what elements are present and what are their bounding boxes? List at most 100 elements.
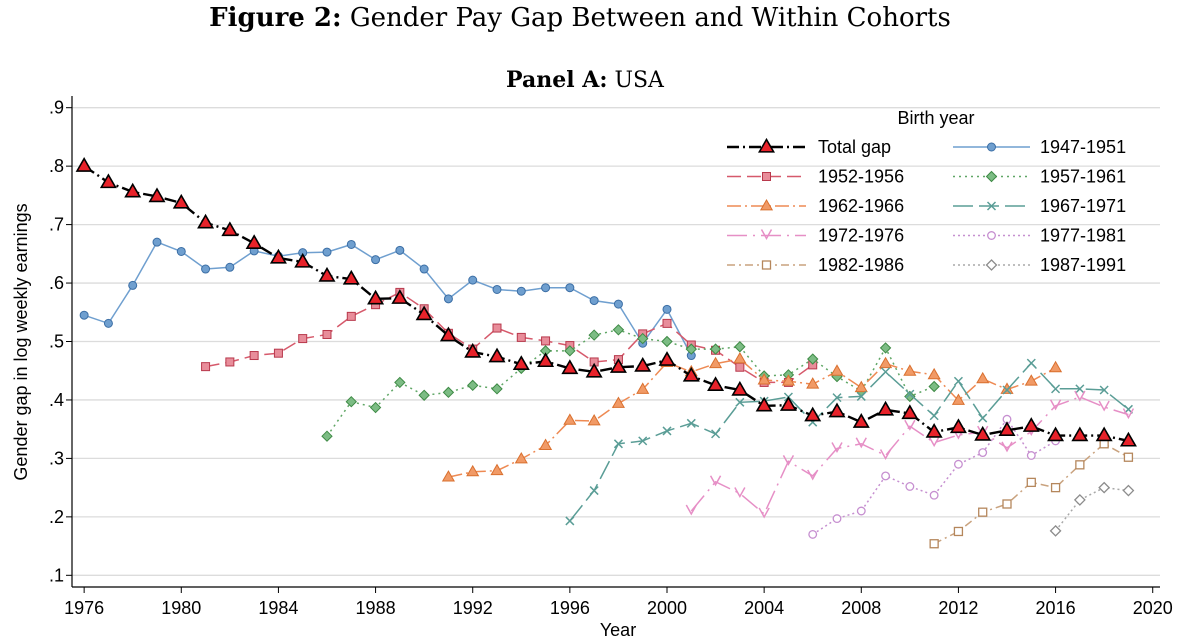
point-1972-1976: [1001, 441, 1013, 453]
point-1967-1971: [1002, 385, 1012, 395]
point-1962-1966: [709, 356, 723, 369]
point-1952-1956: [298, 334, 308, 344]
point-1967-1971: [953, 376, 963, 386]
point-1952-1956: [662, 318, 672, 328]
point-1972-1976: [1122, 408, 1135, 420]
legend-label-1987-1991: 1987-1991: [1040, 255, 1126, 275]
point-total-gap: [439, 326, 457, 342]
point-total-gap: [1071, 426, 1089, 442]
legend-marker-1972-1976: [760, 229, 773, 241]
point-1947-1951: [322, 247, 332, 257]
point-1952-1956: [541, 336, 551, 346]
point-total-gap: [901, 404, 919, 420]
point-1957-1961: [879, 342, 892, 354]
point-1967-1971: [613, 439, 623, 449]
point-total-gap: [634, 356, 652, 372]
point-1972-1976: [831, 442, 843, 454]
point-1962-1966: [781, 374, 795, 386]
series-1967-1971: [565, 358, 1133, 526]
point-1967-1971: [686, 418, 696, 428]
point-1967-1971: [1051, 384, 1061, 394]
point-1967-1971: [638, 436, 648, 446]
point-1962-1966: [951, 393, 965, 405]
point-1952-1956: [249, 351, 259, 361]
point-1962-1966: [539, 438, 553, 450]
point-1947-1951: [468, 275, 478, 285]
point-1972-1976: [1049, 399, 1062, 411]
point-1977-1981: [808, 529, 818, 539]
point-1967-1971: [832, 393, 842, 403]
point-total-gap: [367, 289, 385, 305]
point-1972-1976: [685, 504, 697, 516]
point-1982-1986: [1002, 499, 1012, 509]
point-1967-1971: [856, 391, 866, 401]
point-1962-1966: [514, 451, 528, 464]
legend-label-1947-1951: 1947-1951: [1040, 137, 1126, 157]
series-1987-1991: [1049, 481, 1135, 537]
point-1947-1951: [419, 264, 429, 274]
point-1957-1961: [685, 343, 697, 355]
legend-item-1977-1981: 1977-1981: [953, 226, 1126, 246]
point-1967-1971: [978, 413, 988, 423]
x-tick-label: 2004: [744, 598, 784, 618]
point-1977-1981: [905, 482, 915, 491]
y-tick-label: .4: [49, 390, 64, 410]
x-tick-label: 1992: [453, 598, 493, 618]
point-1957-1961: [369, 401, 382, 414]
point-1962-1966: [903, 364, 917, 376]
point-total-gap: [124, 182, 142, 198]
point-1977-1981: [929, 490, 939, 500]
series-line-1962-1966: [448, 358, 1056, 478]
point-total-gap: [464, 342, 482, 358]
point-1962-1966: [611, 396, 625, 408]
point-1967-1971: [905, 389, 915, 399]
series-line-1977-1981: [812, 417, 1056, 536]
legend-label-1982-1986: 1982-1986: [818, 255, 904, 275]
point-total-gap: [828, 402, 846, 418]
point-1947-1951: [346, 239, 356, 249]
point-1957-1961: [904, 390, 916, 403]
legend-marker-total-gap: [757, 137, 776, 153]
point-1957-1961: [394, 376, 406, 389]
point-total-gap: [1095, 426, 1113, 442]
point-1947-1951: [516, 286, 526, 296]
y-tick-label: .5: [49, 332, 64, 352]
legend-marker-1967-1971: [986, 201, 997, 211]
point-1957-1961: [928, 380, 940, 393]
point-total-gap: [949, 418, 967, 434]
point-1962-1966: [587, 413, 601, 426]
point-1987-1991: [1049, 524, 1062, 537]
legend-item-total-gap: Total gap: [727, 137, 891, 157]
point-1952-1956: [516, 332, 526, 342]
point-1952-1956: [273, 348, 283, 358]
point-total-gap: [488, 347, 506, 363]
point-1957-1961: [564, 345, 576, 357]
point-1987-1991: [1073, 493, 1086, 506]
point-1957-1961: [442, 386, 455, 399]
point-1972-1976: [734, 487, 746, 499]
point-1957-1961: [345, 395, 357, 408]
point-1977-1981: [856, 506, 866, 516]
point-1967-1971: [711, 429, 721, 439]
x-tick-label: 2016: [1036, 598, 1076, 618]
y-tick-label: .2: [49, 507, 64, 527]
series-line-1972-1976: [690, 396, 1129, 516]
point-total-gap: [658, 351, 676, 366]
x-tick-label: 2012: [938, 598, 978, 618]
point-1947-1951: [395, 245, 405, 255]
point-total-gap: [342, 269, 360, 285]
point-1972-1976: [904, 419, 916, 431]
legend-marker-1977-1981: [987, 231, 996, 240]
x-axis-title: Year: [600, 620, 636, 640]
point-1967-1971: [589, 486, 599, 496]
point-1947-1951: [152, 237, 162, 247]
point-1947-1951: [128, 280, 138, 290]
point-total-gap: [269, 248, 287, 264]
legend-item-1952-1956: 1952-1956: [727, 167, 904, 187]
series-line-1987-1991: [1055, 486, 1129, 532]
x-tick-label: 1976: [64, 598, 104, 618]
point-total-gap: [75, 157, 93, 172]
figure-title: Figure 2: Gender Pay Gap Between and Wit…: [209, 3, 951, 33]
point-1947-1951: [201, 264, 211, 274]
